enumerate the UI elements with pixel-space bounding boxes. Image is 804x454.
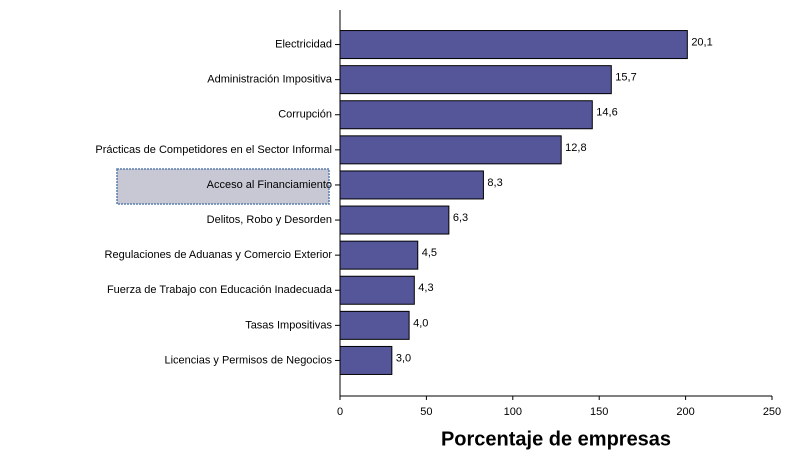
x-tick-label: 50 (420, 406, 432, 418)
y-tick-label: Tasas Impositivas (245, 319, 332, 331)
y-tick-label: Licencias y Permisos de Negocios (164, 354, 332, 366)
bar (339, 205, 450, 235)
y-tick-label: Regulaciones de Aduanas y Comercio Exter… (105, 249, 333, 261)
x-tick-label: 150 (590, 406, 608, 418)
y-tick-label: Administración Impositiva (207, 74, 333, 86)
bar (339, 240, 419, 270)
value-label: 20,1 (691, 36, 712, 48)
y-tick-label: Prácticas de Competidores en el Sector I… (95, 144, 332, 156)
value-label: 4,0 (413, 317, 428, 329)
y-tick-label: Electricidad (275, 38, 332, 50)
y-tick-label: Acceso al Financiamiento (207, 179, 332, 191)
value-label: 4,3 (418, 282, 433, 294)
bar (339, 30, 688, 60)
x-tick-label: 250 (763, 406, 781, 418)
bar (339, 65, 612, 95)
value-label: 12,8 (565, 142, 586, 154)
value-label: 14,6 (596, 107, 617, 119)
value-label: 15,7 (615, 72, 636, 84)
y-tick-label: Fuerza de Trabajo con Educación Inadecua… (107, 284, 333, 296)
y-tick-label: Corrupción (278, 109, 332, 121)
bar (339, 170, 484, 200)
value-label: 8,3 (487, 177, 502, 189)
x-axis-title: Porcentaje de empresas (441, 428, 671, 450)
bar (339, 345, 393, 375)
x-tick-label: 200 (676, 406, 694, 418)
bar (339, 100, 593, 130)
selection-box (116, 168, 330, 205)
value-label: 3,0 (396, 352, 411, 364)
bar (339, 310, 410, 340)
value-label: 4,5 (422, 247, 437, 259)
bar (339, 135, 562, 165)
y-tick-label: Delitos, Robo y Desorden (207, 214, 332, 226)
x-tick-label: 0 (337, 406, 343, 418)
x-tick-label: 100 (504, 406, 522, 418)
bar (339, 275, 415, 305)
value-label: 6,3 (453, 212, 468, 224)
